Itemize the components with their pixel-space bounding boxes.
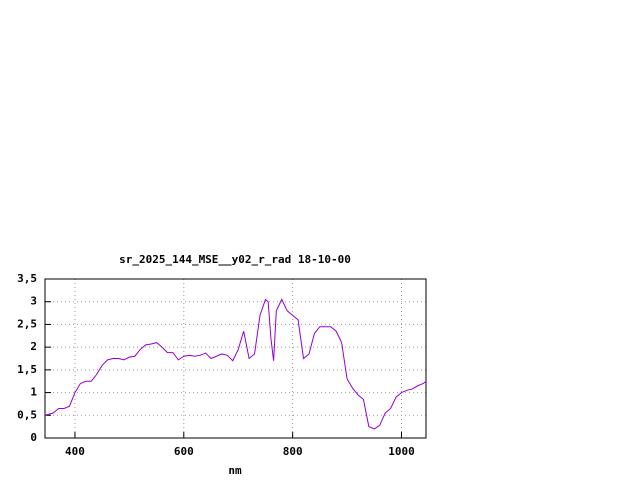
x-axis-label: nm (228, 464, 242, 477)
y-tick-label: 0,5 (17, 408, 37, 421)
x-tick-label: 600 (174, 445, 194, 458)
chart-title: sr_2025_144_MSE__y02_r_rad 18-10-00 (119, 253, 351, 266)
y-tick-label: 3 (30, 295, 37, 308)
x-tick-label: 800 (283, 445, 303, 458)
y-tick-label: 2 (30, 340, 37, 353)
y-tick-label: 1 (30, 386, 37, 399)
data-line (44, 298, 427, 430)
y-tick-label: 2,5 (17, 317, 37, 330)
plot-border (44, 278, 427, 439)
y-tick-label: 3,5 (17, 272, 37, 285)
x-tick-label: 1000 (388, 445, 415, 458)
y-tick-label: 1,5 (17, 363, 37, 376)
x-tick-label: 400 (65, 445, 85, 458)
y-tick-label: 0 (30, 431, 37, 444)
